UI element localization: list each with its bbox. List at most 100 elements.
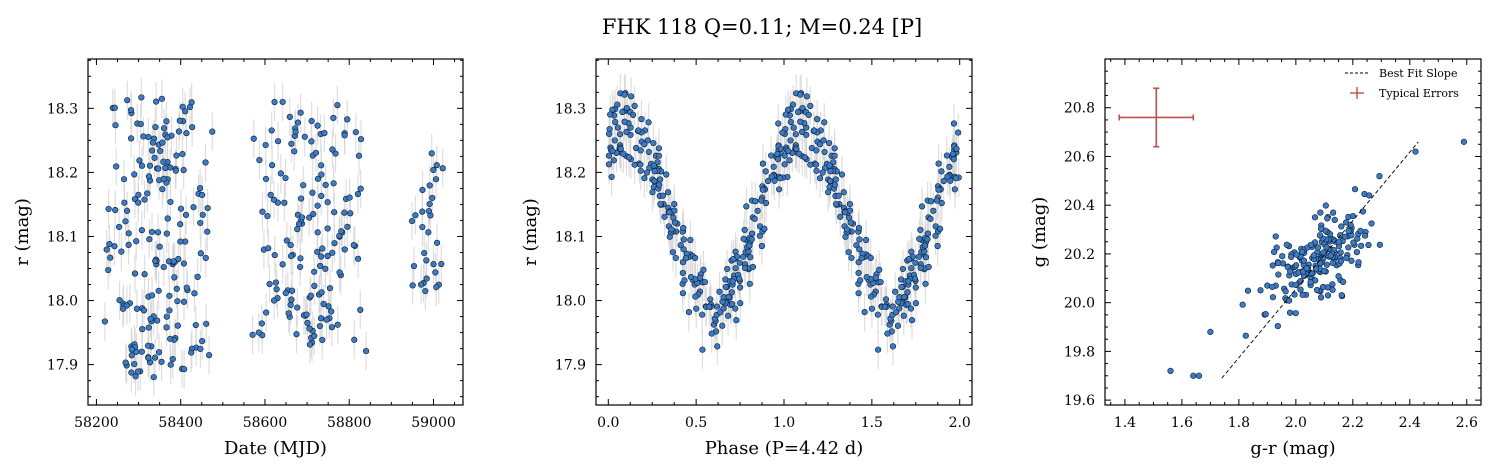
data-point (166, 292, 173, 299)
data-point (158, 95, 166, 102)
data-point (1292, 281, 1299, 289)
data-point (128, 352, 135, 359)
data-point (204, 228, 211, 235)
data-point (292, 128, 299, 135)
data-point (725, 293, 732, 301)
data-point (140, 133, 147, 140)
data-point (139, 326, 146, 333)
data-point (832, 176, 839, 183)
data-point (1320, 249, 1327, 256)
data-point (680, 246, 687, 253)
data-point (308, 117, 315, 125)
data-point (1292, 310, 1299, 317)
data-point (268, 127, 275, 134)
data-point (655, 145, 663, 152)
data-point (1337, 249, 1344, 256)
data-point (314, 202, 321, 209)
x-tick-label: 58400 (158, 415, 203, 431)
data-point (922, 280, 929, 287)
data-point (1343, 254, 1350, 262)
data-point (927, 215, 934, 222)
data-point (328, 308, 335, 315)
data-point (1288, 253, 1295, 261)
data-point (1376, 173, 1383, 180)
data-point (1314, 244, 1322, 251)
data-point (739, 253, 747, 260)
data-point (330, 114, 337, 122)
data-point (1362, 232, 1369, 239)
data-point (107, 254, 114, 261)
data-point (425, 207, 432, 215)
data-point (840, 189, 847, 196)
data-point (1293, 262, 1300, 269)
data-point (668, 226, 675, 233)
data-point (899, 265, 906, 273)
data-point (357, 136, 365, 143)
data-point (803, 131, 810, 139)
data-point (1303, 265, 1310, 272)
data-point (820, 137, 827, 144)
data-point (1319, 283, 1327, 291)
data-point (127, 106, 135, 114)
data-point (355, 152, 363, 159)
data-point (687, 273, 695, 281)
data-point (659, 192, 667, 199)
data-point (779, 129, 786, 136)
data-point (1358, 242, 1365, 249)
data-point (774, 156, 782, 163)
data-point (209, 128, 216, 135)
data-point (1329, 286, 1336, 293)
data-point (751, 215, 758, 222)
cmd-points (1167, 138, 1468, 379)
data-point (1283, 241, 1290, 248)
y-tick-label: 18.3 (47, 101, 78, 117)
data-point (192, 321, 199, 329)
data-point (1270, 248, 1278, 255)
data-point (792, 131, 799, 138)
x-tick-label: 2.2 (1342, 415, 1364, 431)
data-point (915, 253, 922, 260)
data-point (314, 229, 321, 236)
data-point (155, 349, 163, 356)
data-point (322, 265, 329, 272)
data-point (831, 181, 839, 188)
x-tick-label: 58600 (243, 415, 288, 431)
cmd-xlabel: g-r (mag) (1250, 438, 1335, 459)
data-point (889, 303, 896, 310)
data-point (159, 186, 166, 193)
data-point (324, 225, 331, 232)
x-tick-label: 0.5 (685, 415, 707, 431)
data-point (797, 91, 804, 98)
data-point (938, 199, 945, 207)
data-point (1287, 268, 1294, 275)
data-point (816, 141, 824, 148)
y-tick-label: 19.8 (1064, 344, 1095, 360)
data-point (821, 148, 828, 156)
data-point (813, 147, 820, 154)
data-point (1366, 192, 1373, 199)
data-point (433, 239, 441, 246)
data-point (258, 320, 265, 327)
data-point (664, 189, 672, 196)
y-tick-label: 20.2 (1064, 247, 1095, 263)
lightcurve-panel: 58200 58400 58600 58800 59000 17.9 18.0 18.1 18.… (12, 58, 464, 459)
data-point (832, 200, 840, 208)
data-point (821, 119, 828, 126)
phased-xlabel: Phase (P=4.42 d) (705, 438, 864, 459)
data-point (749, 263, 757, 271)
data-point (917, 226, 924, 234)
data-point (867, 254, 874, 262)
data-point (318, 253, 325, 260)
data-point (346, 194, 353, 201)
y-tick-label: 20.6 (1064, 149, 1095, 165)
data-point (105, 266, 112, 274)
data-point (1329, 259, 1336, 267)
data-point (311, 332, 318, 340)
data-point (1167, 367, 1174, 374)
data-point (825, 139, 833, 147)
data-point (430, 166, 437, 174)
data-point (716, 288, 723, 295)
data-point (898, 283, 905, 291)
data-point (805, 111, 812, 119)
data-point (426, 182, 433, 189)
